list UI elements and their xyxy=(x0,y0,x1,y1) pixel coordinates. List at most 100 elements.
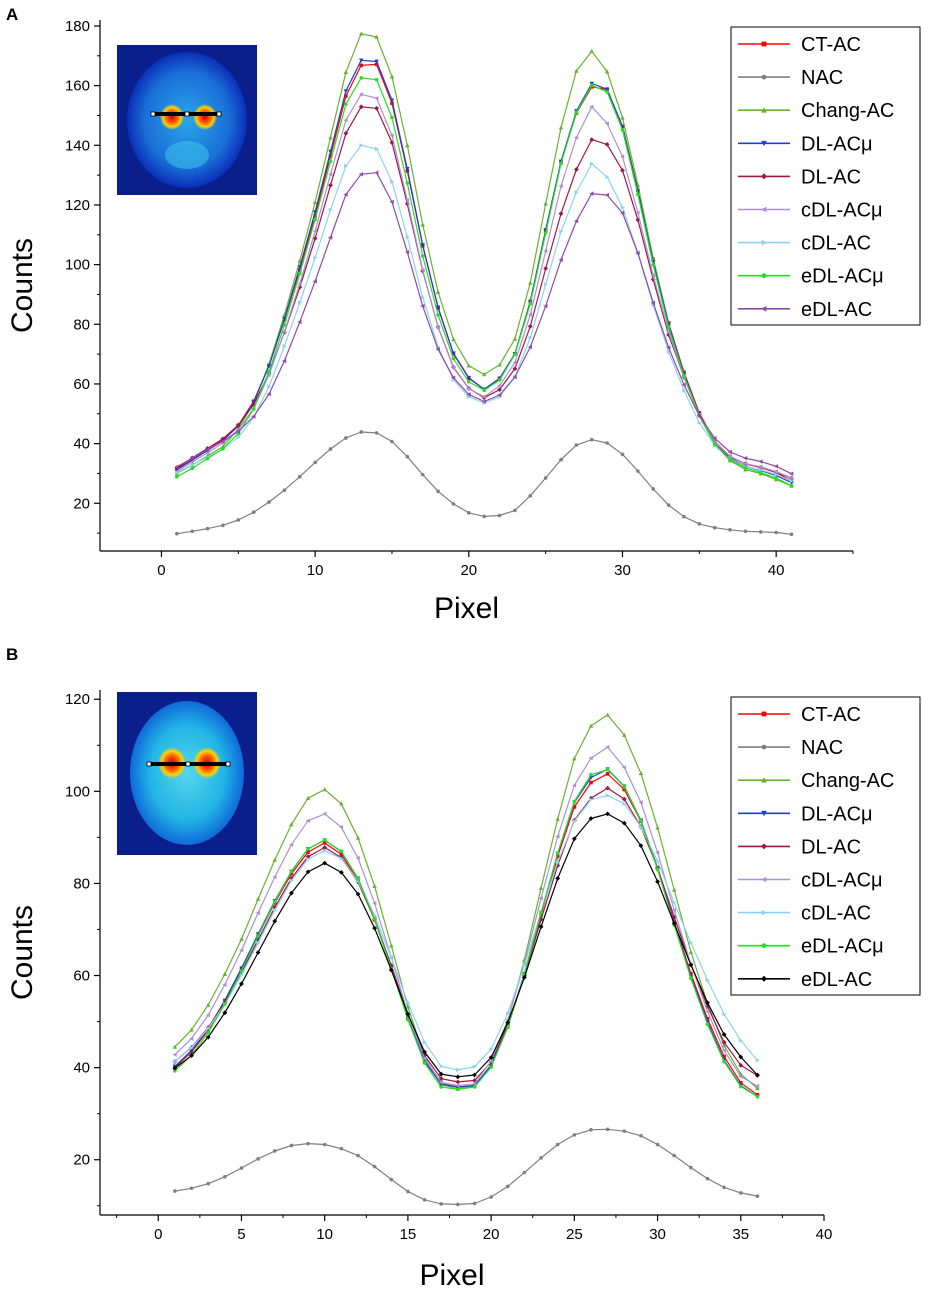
panel-b-data-point xyxy=(621,765,627,770)
panel-a-data-point xyxy=(312,229,317,234)
panel-a-data-point xyxy=(559,161,563,166)
panel-a-data-point xyxy=(236,518,241,522)
panel-a-data-point xyxy=(512,336,518,341)
panel-a-series-line xyxy=(176,63,792,482)
panel-b-data-point xyxy=(305,795,311,801)
panel-a-legend-item: DL-ACμ xyxy=(738,133,873,155)
panel-a-data-point xyxy=(758,530,763,534)
panel-a-legend-marker xyxy=(761,41,767,47)
panel-b-data-point xyxy=(272,874,277,880)
panel-a-data-point xyxy=(527,323,533,329)
panel-b-data-point xyxy=(422,1198,427,1202)
panel-a-data-point xyxy=(497,513,502,518)
panel-b-data-point xyxy=(605,793,611,798)
panel-b-data-point xyxy=(738,1038,744,1043)
panel-b-data-point xyxy=(389,955,394,960)
panel-a-data-point xyxy=(605,441,609,445)
panel-b-data-point xyxy=(738,1054,744,1060)
panel-b-series-line xyxy=(174,787,758,1083)
panel-b-data-point xyxy=(322,787,327,792)
panel-a-data-point xyxy=(282,343,287,349)
panel-b-data-point xyxy=(639,824,644,829)
panel-b-data-point xyxy=(505,1025,510,1029)
panel-b-data-point xyxy=(688,949,694,954)
panel-b-data-point xyxy=(372,1164,377,1169)
panel-b-data-point xyxy=(605,712,610,717)
panel-a-series-cdl-acmu xyxy=(174,92,794,481)
panel-b-data-point xyxy=(189,1048,194,1053)
panel-b-data-point xyxy=(522,963,527,968)
panel-a-data-point xyxy=(574,68,579,73)
panel-a-data-point xyxy=(251,407,256,411)
panel-b-data-point xyxy=(721,1039,727,1045)
panel-a-data-point xyxy=(175,531,179,536)
panel-b-data-point xyxy=(539,1156,543,1160)
panel-b-data-point xyxy=(223,1002,227,1006)
panel-b-data-point xyxy=(256,940,261,946)
panel-b-data-point xyxy=(339,856,344,861)
panel-a-data-point xyxy=(189,456,195,461)
panel-b-data-point xyxy=(605,1127,610,1132)
panel-a-data-point xyxy=(359,430,364,434)
panel-a-data-point xyxy=(343,69,349,75)
panel-b-y-tick-label: 40 xyxy=(73,1060,90,1077)
panel-b-data-point xyxy=(689,976,693,981)
panel-b-legend-label: cDL-ACμ xyxy=(801,870,883,892)
panel-b-data-point xyxy=(305,869,311,875)
panel-a-data-point xyxy=(436,489,440,494)
panel-b-data-point xyxy=(272,857,277,862)
panel-b-y-tick-label: 20 xyxy=(73,1152,90,1169)
panel-a-data-point xyxy=(343,118,348,123)
panel-a-data-point xyxy=(513,508,517,513)
panel-a-data-point xyxy=(235,429,241,434)
panel-a-legend-label: eDL-ACμ xyxy=(801,266,884,288)
panel-b-data-point xyxy=(339,849,344,853)
panel-b-data-point xyxy=(572,1133,577,1137)
panel-b-data-point xyxy=(672,887,677,892)
panel-b-data-point xyxy=(372,901,377,906)
panel-b-series-line xyxy=(174,1128,758,1206)
panel-b-data-point xyxy=(722,1059,726,1064)
panel-b-data-point xyxy=(422,1056,427,1061)
panel-b-data-point xyxy=(189,1027,194,1032)
panel-b-data-point xyxy=(322,848,328,853)
panel-b-data-point xyxy=(755,1093,760,1097)
panel-b-x-axis-title: Pixel xyxy=(419,1259,484,1292)
panel-a-legend-marker xyxy=(761,206,767,213)
panel-b-x-tick-label: 0 xyxy=(154,1226,162,1243)
panel-a-data-point xyxy=(390,439,394,444)
panel-b-data-point xyxy=(689,971,693,976)
panel-a-data-point xyxy=(573,135,579,140)
panel-a-data-point xyxy=(359,58,364,63)
panel-a-data-point xyxy=(696,413,702,419)
panel-b-data-point xyxy=(655,859,660,864)
panel-a-data-point xyxy=(758,459,763,464)
panel-a-series-line xyxy=(176,77,792,487)
panel-b-data-point xyxy=(239,936,244,941)
panel-a-data-point xyxy=(389,98,395,103)
panel-b-data-point xyxy=(255,950,261,955)
panel-a-data-point xyxy=(666,349,671,354)
panel-a-data-point xyxy=(651,263,656,267)
panel-b-plot-area: 20 40 60 80 100 120 0 5 10 15 20 25 30 35 40 Pixel Count… xyxy=(6,690,832,1292)
panel-a-data-point xyxy=(574,443,579,447)
panel-b-inset-brain-image xyxy=(117,692,257,855)
panel-a-data-point xyxy=(220,439,225,444)
panel-a-data-point xyxy=(297,300,303,305)
panel-a-data-point xyxy=(313,255,318,260)
panel-a-y-tick-label: 80 xyxy=(73,316,90,333)
panel-b-data-point xyxy=(372,883,377,888)
panel-b-data-point xyxy=(555,1142,560,1147)
panel-b-x-tick-label: 40 xyxy=(816,1226,833,1243)
panel-a-y-tick-label: 180 xyxy=(65,18,90,35)
panel-b-data-point xyxy=(456,1202,460,1207)
panel-a-data-point xyxy=(789,483,794,488)
panel-b-data-point xyxy=(439,1202,443,1206)
panel-a-legend-item: eDL-ACμ xyxy=(738,266,884,288)
panel-a-data-point xyxy=(497,378,502,382)
panel-b-data-point xyxy=(322,1142,327,1147)
panel-a-data-point xyxy=(635,210,640,215)
panel-b-data-point xyxy=(571,836,577,842)
panel-a-data-point xyxy=(175,470,180,476)
panel-a-legend-marker xyxy=(761,140,767,147)
